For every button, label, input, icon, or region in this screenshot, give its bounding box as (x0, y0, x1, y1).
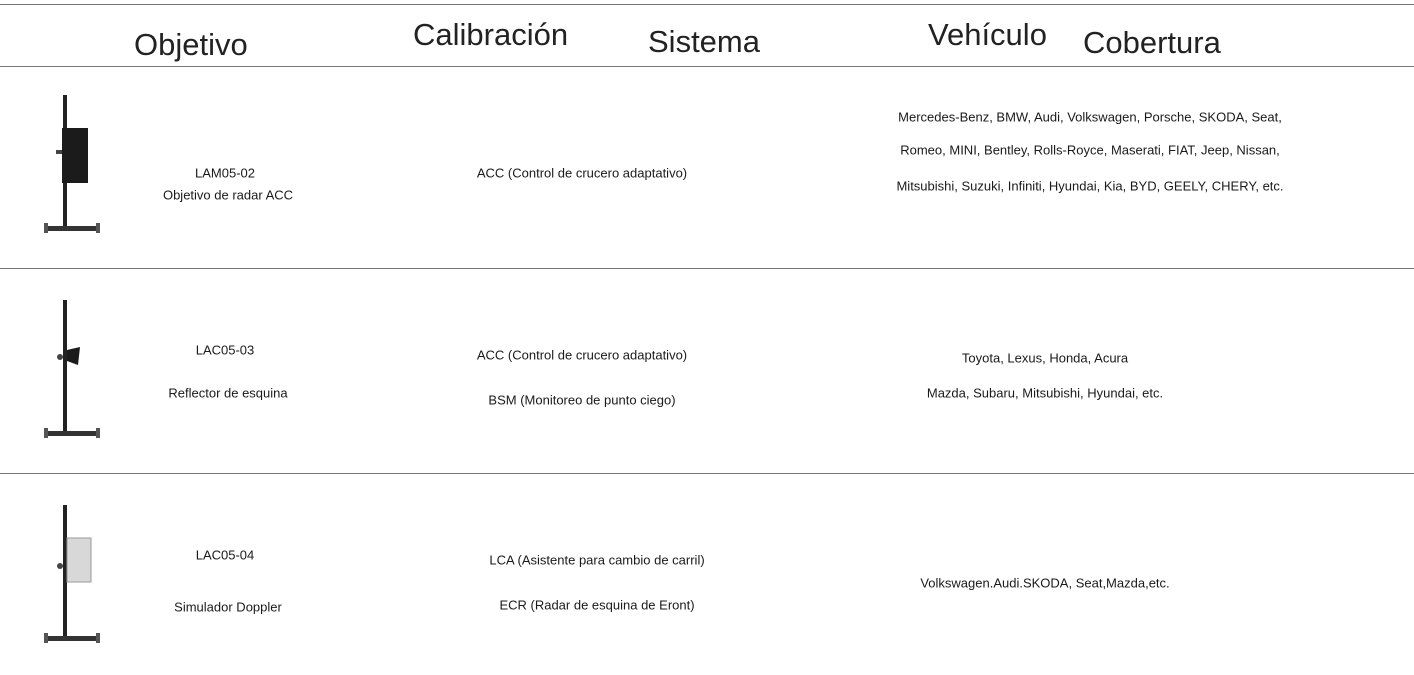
product-image (44, 505, 100, 643)
target-name: Reflector de esquina (168, 385, 288, 401)
vehicle-coverage: Mitsubishi, Suzuki, Infiniti, Hyundai, K… (896, 178, 1284, 194)
rule (0, 66, 1414, 67)
vehicle-coverage: Toyota, Lexus, Honda, Acura (961, 350, 1129, 366)
product-image (44, 95, 100, 233)
rule (0, 4, 1414, 5)
target-code: LAM05-02 (195, 165, 255, 181)
column-header: Calibración (413, 17, 569, 52)
calibration-system: BSM (Monitoreo de punto ciego) (488, 392, 676, 408)
rule (0, 473, 1414, 474)
target-name: Objetivo de radar ACC (162, 187, 294, 203)
vehicle-coverage: Romeo, MINI, Bentley, Rolls-Royce, Maser… (900, 142, 1280, 158)
calibration-system: ACC (Control de crucero adaptativo) (476, 165, 688, 181)
target-name: Simulador Doppler (174, 599, 282, 615)
vehicle-coverage: Mercedes-Benz, BMW, Audi, Volkswagen, Po… (898, 109, 1282, 125)
column-header: Objetivo (134, 27, 248, 62)
column-header: Cobertura (1083, 25, 1221, 60)
target-code: LAC05-03 (195, 342, 255, 358)
calibration-system: ECR (Radar de esquina de Eront) (499, 597, 695, 613)
product-image (44, 300, 100, 438)
target-code: LAC05-04 (195, 547, 255, 563)
calibration-system: ACC (Control de crucero adaptativo) (476, 347, 688, 363)
calibration-system: LCA (Asistente para cambio de carril) (489, 552, 705, 568)
vehicle-coverage: Volkswagen.Audi.SKODA, Seat,Mazda,etc. (920, 575, 1170, 591)
rule (0, 268, 1414, 269)
column-header: Vehículo (928, 17, 1047, 52)
column-header: Sistema (648, 24, 760, 59)
vehicle-coverage: Mazda, Subaru, Mitsubishi, Hyundai, etc. (926, 385, 1164, 401)
